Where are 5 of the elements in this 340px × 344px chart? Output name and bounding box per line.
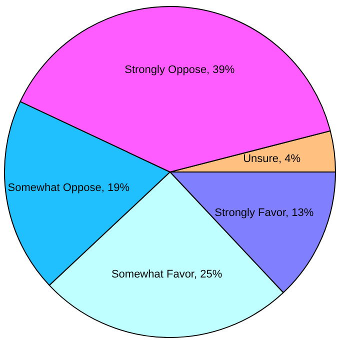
slice-label: Somewhat Oppose, 19% — [8, 182, 130, 194]
slice-label: Strongly Favor, 13% — [214, 206, 314, 219]
slice-label: Strongly Oppose, 39% — [124, 64, 235, 76]
slice-label: Unsure, 4% — [243, 153, 301, 166]
slice-label: Somewhat Favor, 25% — [111, 268, 222, 281]
